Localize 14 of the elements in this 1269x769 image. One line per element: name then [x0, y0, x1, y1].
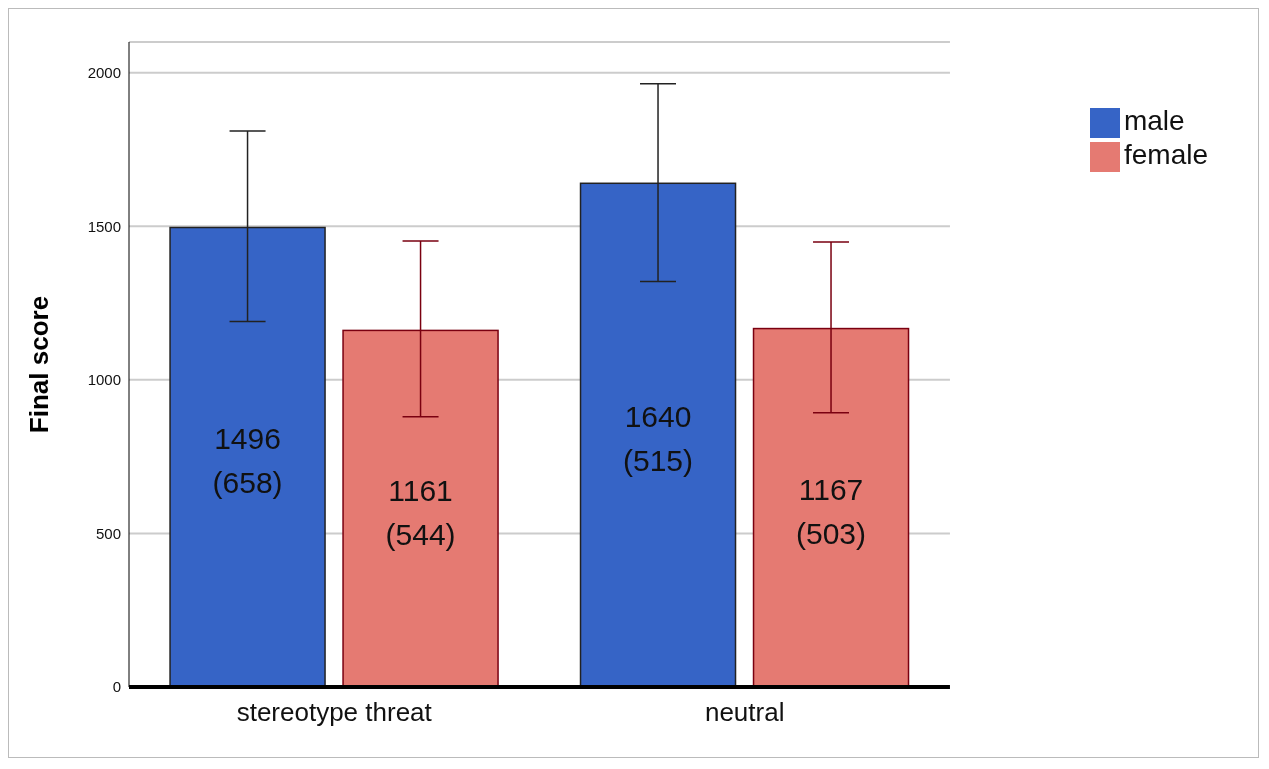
legend-label: female — [1123, 139, 1208, 170]
data-label: 1640 (515) — [623, 400, 694, 478]
x-tick-label: stereotype threat — [236, 697, 433, 728]
y-tick-label: 2000 — [87, 64, 121, 82]
data-label: 1496 (658) — [212, 422, 283, 500]
legend-label: male — [1123, 105, 1185, 136]
y-tick-label: 0 — [112, 678, 121, 696]
data-label: 1167 (503) — [796, 472, 867, 550]
y-axis-title: Final score — [24, 295, 55, 434]
y-tick-label: 1500 — [87, 217, 121, 235]
data-label: 1161 (544) — [385, 473, 456, 551]
y-tick-label: 500 — [95, 524, 121, 542]
y-tick-label: 1000 — [87, 371, 121, 389]
x-tick-label: neutral — [704, 697, 785, 728]
